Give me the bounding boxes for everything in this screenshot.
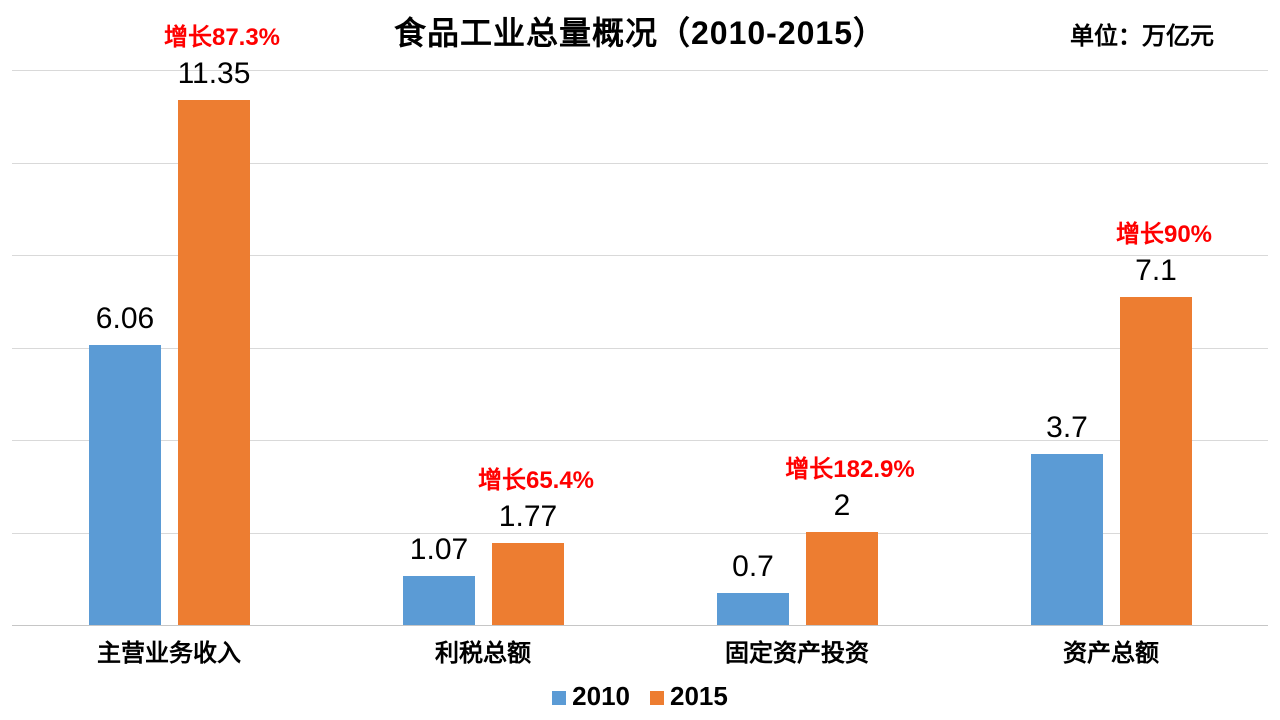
bar-2010-0: [89, 345, 161, 625]
bar-2015-2: [806, 532, 878, 625]
legend-swatch-icon: [650, 690, 664, 705]
gridline: [12, 70, 1268, 71]
value-label: 1.07: [409, 533, 469, 566]
value-label: 0.7: [732, 550, 774, 583]
category-label: 资产总额: [1063, 640, 1159, 667]
legend-swatch-icon: [552, 690, 567, 705]
bar-2015-1: [492, 543, 564, 625]
bar-2010-2: [717, 593, 789, 625]
bar-2010-3: [1031, 454, 1103, 625]
chart-title: 食品工业总量概况（2010-2015）: [393, 15, 887, 51]
unit-label: 单位：万亿元: [1070, 23, 1214, 50]
category-label: 固定资产投资: [725, 640, 869, 667]
bar-2015-0: [178, 100, 250, 625]
gridline: [12, 440, 1268, 441]
growth-annotation: 增长90%: [1115, 221, 1213, 248]
bar-2010-1: [403, 576, 475, 625]
value-label: 3.7: [1046, 411, 1088, 444]
legend-item-2015: 2015: [650, 681, 728, 712]
gridline: [12, 533, 1268, 534]
legend-label: 2010: [572, 681, 630, 711]
growth-annotation: 增长182.9%: [785, 456, 915, 483]
value-label: 7.1: [1135, 254, 1177, 287]
growth-annotation: 增长87.3%: [163, 24, 281, 51]
category-label: 利税总额: [435, 640, 531, 667]
legend: 2010 2015: [0, 681, 1280, 712]
legend-label: 2015: [670, 681, 728, 711]
gridline: [12, 348, 1268, 349]
value-label: 11.35: [177, 57, 251, 90]
gridline: [12, 255, 1268, 256]
legend-item-2010: 2010: [552, 681, 630, 712]
category-label: 主营业务收入: [97, 640, 241, 667]
x-axis-line: [12, 625, 1268, 626]
gridline: [12, 163, 1268, 164]
value-label: 2: [833, 489, 851, 522]
value-label: 6.06: [95, 302, 155, 335]
value-label: 1.77: [498, 500, 558, 533]
bar-2015-3: [1120, 297, 1192, 625]
growth-annotation: 增长65.4%: [477, 467, 595, 494]
